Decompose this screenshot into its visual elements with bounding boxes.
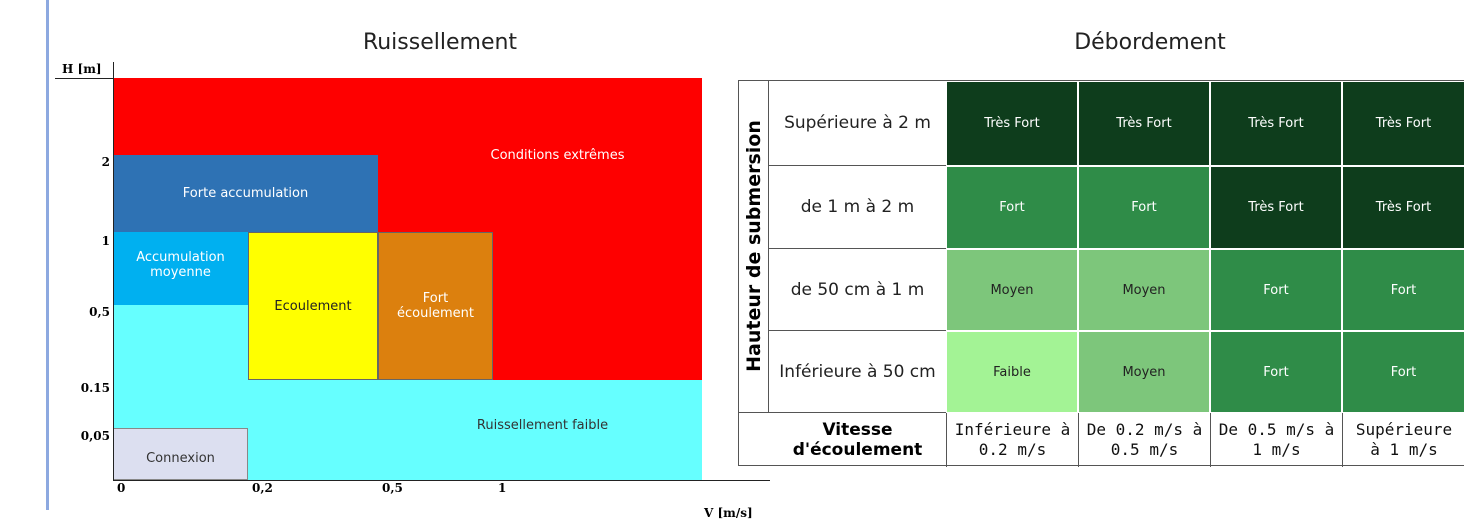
row-label: de 50 cm à 1 m [769, 249, 946, 331]
cell: Très Fort [1078, 81, 1210, 166]
y-tick-label: 2 [101, 155, 110, 169]
right-title: Débordement [1074, 30, 1226, 55]
y-tick-label: 0,05 [80, 429, 110, 443]
y-tick-label: 0,5 [89, 305, 110, 319]
cell: Moyen [946, 249, 1078, 331]
cell: Fort [1210, 331, 1342, 413]
side-bar [46, 0, 49, 510]
cell: Faible [946, 331, 1078, 413]
cell: Fort [1078, 166, 1210, 249]
cell: Moyen [1078, 249, 1210, 331]
cell: Très Fort [1210, 166, 1342, 249]
cell: Fort [1342, 331, 1464, 413]
table: Hauteur de submersion Vitesse d'écouleme… [738, 80, 1464, 467]
zone: Connexion [113, 428, 248, 480]
row-label: de 1 m à 2 m [769, 166, 946, 249]
y-axis-label: H [m] [62, 62, 102, 76]
x-axis-label: V [m/s] [704, 506, 753, 520]
x-axis [113, 480, 770, 481]
column-label: De 0.5 m/s à 1 m/s [1210, 413, 1342, 467]
x-tick-label: 0,5 [382, 481, 403, 495]
cell: Très Fort [1210, 81, 1342, 166]
cell: Très Fort [1342, 81, 1464, 166]
y-tick-label: 0.15 [80, 381, 110, 395]
column-label: De 0.2 m/s à 0.5 m/s [1078, 413, 1210, 467]
y-axis [113, 62, 114, 480]
cell: Très Fort [946, 81, 1078, 166]
cell: Moyen [1078, 331, 1210, 413]
y-tick-label: 1 [101, 234, 110, 248]
zone: Accumulation moyenne [113, 232, 248, 305]
zone: Fort écoulement [378, 232, 493, 380]
axis-line [55, 78, 113, 79]
cell: Fort [1210, 249, 1342, 331]
column-label: Inférieure à 0.2 m/s [946, 413, 1078, 467]
zone: Ecoulement [248, 232, 378, 380]
cell: Très Fort [1342, 166, 1464, 249]
cell: Fort [1342, 249, 1464, 331]
zone: Forte accumulation [113, 155, 378, 232]
left-title: Ruissellement [362, 30, 518, 55]
row-label: Inférieure à 50 cm [769, 331, 946, 413]
x-tick-label: 0 [117, 481, 126, 495]
x-tick-label: 1 [498, 481, 507, 495]
row-label: Supérieure à 2 m [769, 81, 946, 166]
column-header: Vitesse d'écoulement [792, 420, 923, 460]
column-label: Supérieure à 1 m/s [1342, 413, 1464, 467]
row-header-cell: Hauteur de submersion [739, 81, 769, 413]
cell: Fort [946, 166, 1078, 249]
row-header: Hauteur de submersion [743, 120, 765, 372]
x-tick-label: 0,2 [252, 481, 273, 495]
